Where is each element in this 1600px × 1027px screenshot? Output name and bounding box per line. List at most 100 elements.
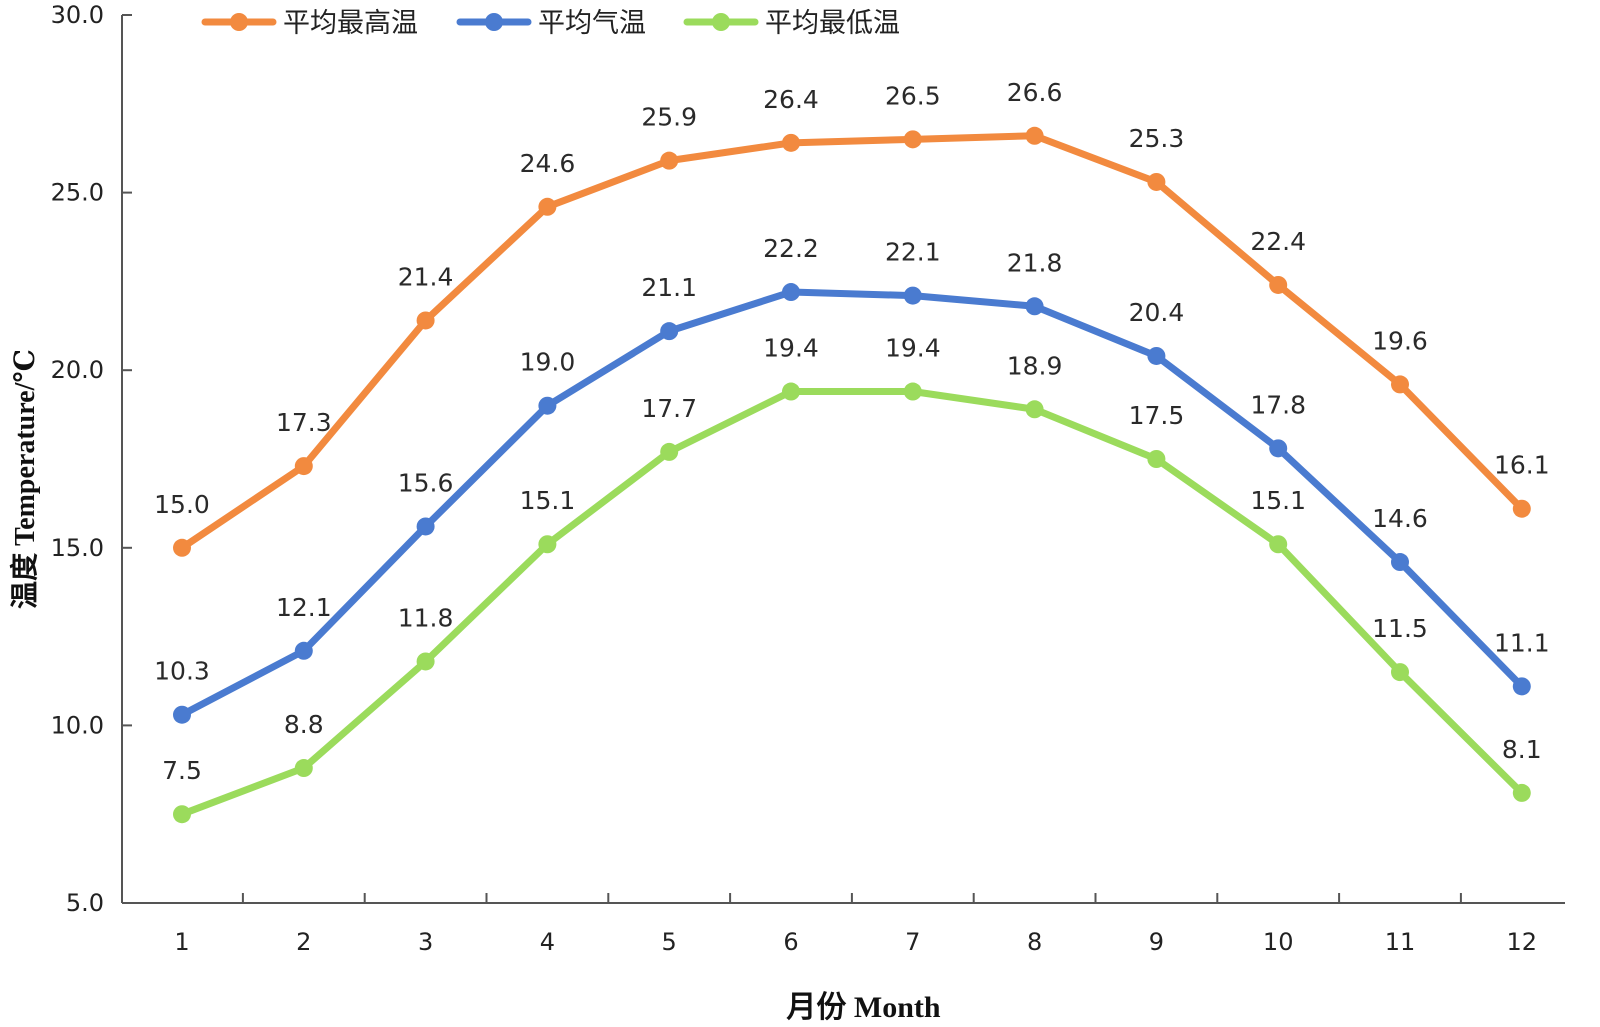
- data-label: 14.6: [1372, 504, 1428, 533]
- legend-label: 平均气温: [538, 8, 646, 39]
- data-point: [538, 197, 557, 216]
- data-label: 11.5: [1372, 614, 1428, 643]
- x-tick-label: 6: [783, 928, 798, 956]
- data-label: 26.6: [1007, 78, 1063, 107]
- data-label: 22.1: [885, 238, 941, 267]
- data-point: [1512, 499, 1531, 518]
- data-point: [294, 641, 313, 660]
- data-point: [1147, 346, 1166, 365]
- data-label: 19.4: [885, 334, 941, 363]
- x-tick-label: 2: [296, 928, 311, 956]
- legend-item-1: 平均最高温: [201, 8, 418, 39]
- x-tick-label: 3: [418, 928, 433, 956]
- data-label: 8.8: [284, 710, 324, 739]
- series-points: [173, 126, 1531, 824]
- data-label: 20.4: [1129, 298, 1185, 327]
- data-label: 15.0: [154, 490, 210, 519]
- data-label: 11.8: [398, 603, 454, 632]
- y-tick-label: 30.0: [51, 1, 104, 29]
- data-point: [1391, 553, 1409, 572]
- data-point: [294, 457, 313, 476]
- data-label: 7.5: [162, 756, 202, 785]
- data-label: 17.8: [1250, 390, 1306, 419]
- data-label: 22.2: [763, 234, 819, 263]
- data-point: [782, 133, 800, 152]
- axes: 5.010.015.020.025.030.01 2 3 4 5 6 7 8 9 10 11 12: [51, 1, 1565, 956]
- data-point: [1025, 126, 1044, 145]
- data-label: 17.5: [1129, 401, 1185, 430]
- data-label: 17.7: [641, 394, 697, 423]
- x-tick-label: 7: [905, 928, 920, 956]
- data-label: 16.1: [1494, 451, 1550, 480]
- data-point: [294, 759, 313, 778]
- x-tick-label: 10: [1263, 928, 1294, 956]
- data-label: 17.3: [276, 408, 332, 437]
- y-axis-title: 温度 Temperature/℃: [9, 349, 41, 609]
- x-tick-label: 4: [540, 928, 555, 956]
- data-point: [1269, 275, 1288, 294]
- data-point: [660, 151, 679, 170]
- x-tick-label: 11: [1385, 928, 1416, 956]
- data-point: [173, 805, 191, 824]
- data-label: 21.1: [641, 273, 697, 302]
- data-label: 12.1: [276, 593, 332, 622]
- data-label: 15.1: [520, 486, 576, 515]
- data-point: [538, 535, 557, 554]
- data-point: [1512, 677, 1531, 696]
- legend-swatch-marker: [712, 13, 730, 31]
- data-label: 19.6: [1372, 326, 1428, 355]
- legend: 平均最高温 平均气温 平均最低温: [201, 8, 900, 39]
- data-point: [1269, 535, 1288, 554]
- y-tick-label: 5.0: [66, 889, 104, 917]
- y-tick-label: 20.0: [51, 356, 104, 384]
- series-line-3: [178, 388, 1526, 818]
- data-point: [416, 652, 435, 671]
- data-point: [416, 517, 435, 536]
- y-tick-label: 15.0: [51, 534, 104, 562]
- y-tick-label: 25.0: [51, 179, 104, 207]
- data-point: [1391, 663, 1409, 682]
- legend-label: 平均最高温: [283, 8, 418, 39]
- data-label: 25.3: [1129, 124, 1185, 153]
- x-tick-label: 1: [174, 928, 189, 956]
- data-point: [903, 382, 922, 401]
- legend-swatch-marker: [485, 13, 503, 31]
- legend-item-3: 平均最低温: [683, 8, 900, 39]
- data-point: [416, 311, 435, 330]
- data-label: 22.4: [1250, 227, 1306, 256]
- y-tick-label: 10.0: [51, 711, 104, 739]
- x-axis-title: 月份 Month: [786, 991, 940, 1024]
- series-line-2: [178, 288, 1526, 719]
- data-label: 25.9: [641, 103, 697, 132]
- data-point: [538, 396, 557, 415]
- data-label: 26.5: [885, 81, 941, 110]
- data-point: [1269, 439, 1288, 458]
- x-tick-label: 9: [1149, 928, 1164, 956]
- data-point: [1147, 172, 1166, 191]
- series-line-1: [178, 132, 1526, 552]
- data-label: 24.6: [520, 149, 576, 178]
- data-point: [903, 130, 922, 149]
- legend-swatch-marker: [230, 13, 248, 31]
- x-tick-label: 8: [1027, 928, 1042, 956]
- data-label: 18.9: [1007, 351, 1063, 380]
- data-point: [173, 538, 191, 557]
- data-point: [660, 322, 679, 341]
- data-point: [660, 442, 679, 461]
- data-label: 15.6: [398, 468, 454, 497]
- data-point: [1147, 450, 1166, 468]
- data-labels: 15.0 17.3 21.4 24.6 25.9 26.4 26.5 26.6 25.3 22.4…: [154, 78, 1549, 785]
- data-point: [1512, 783, 1531, 802]
- data-label: 26.4: [763, 85, 819, 114]
- data-point: [1391, 375, 1409, 394]
- data-label: 8.1: [1502, 735, 1542, 764]
- data-label: 21.4: [398, 262, 454, 291]
- x-tick-label: 5: [662, 928, 677, 956]
- data-point: [903, 286, 922, 305]
- data-point: [782, 283, 800, 302]
- data-label: 15.1: [1250, 486, 1306, 515]
- data-point: [782, 382, 800, 401]
- data-label: 21.8: [1007, 248, 1063, 277]
- data-point: [1025, 297, 1044, 316]
